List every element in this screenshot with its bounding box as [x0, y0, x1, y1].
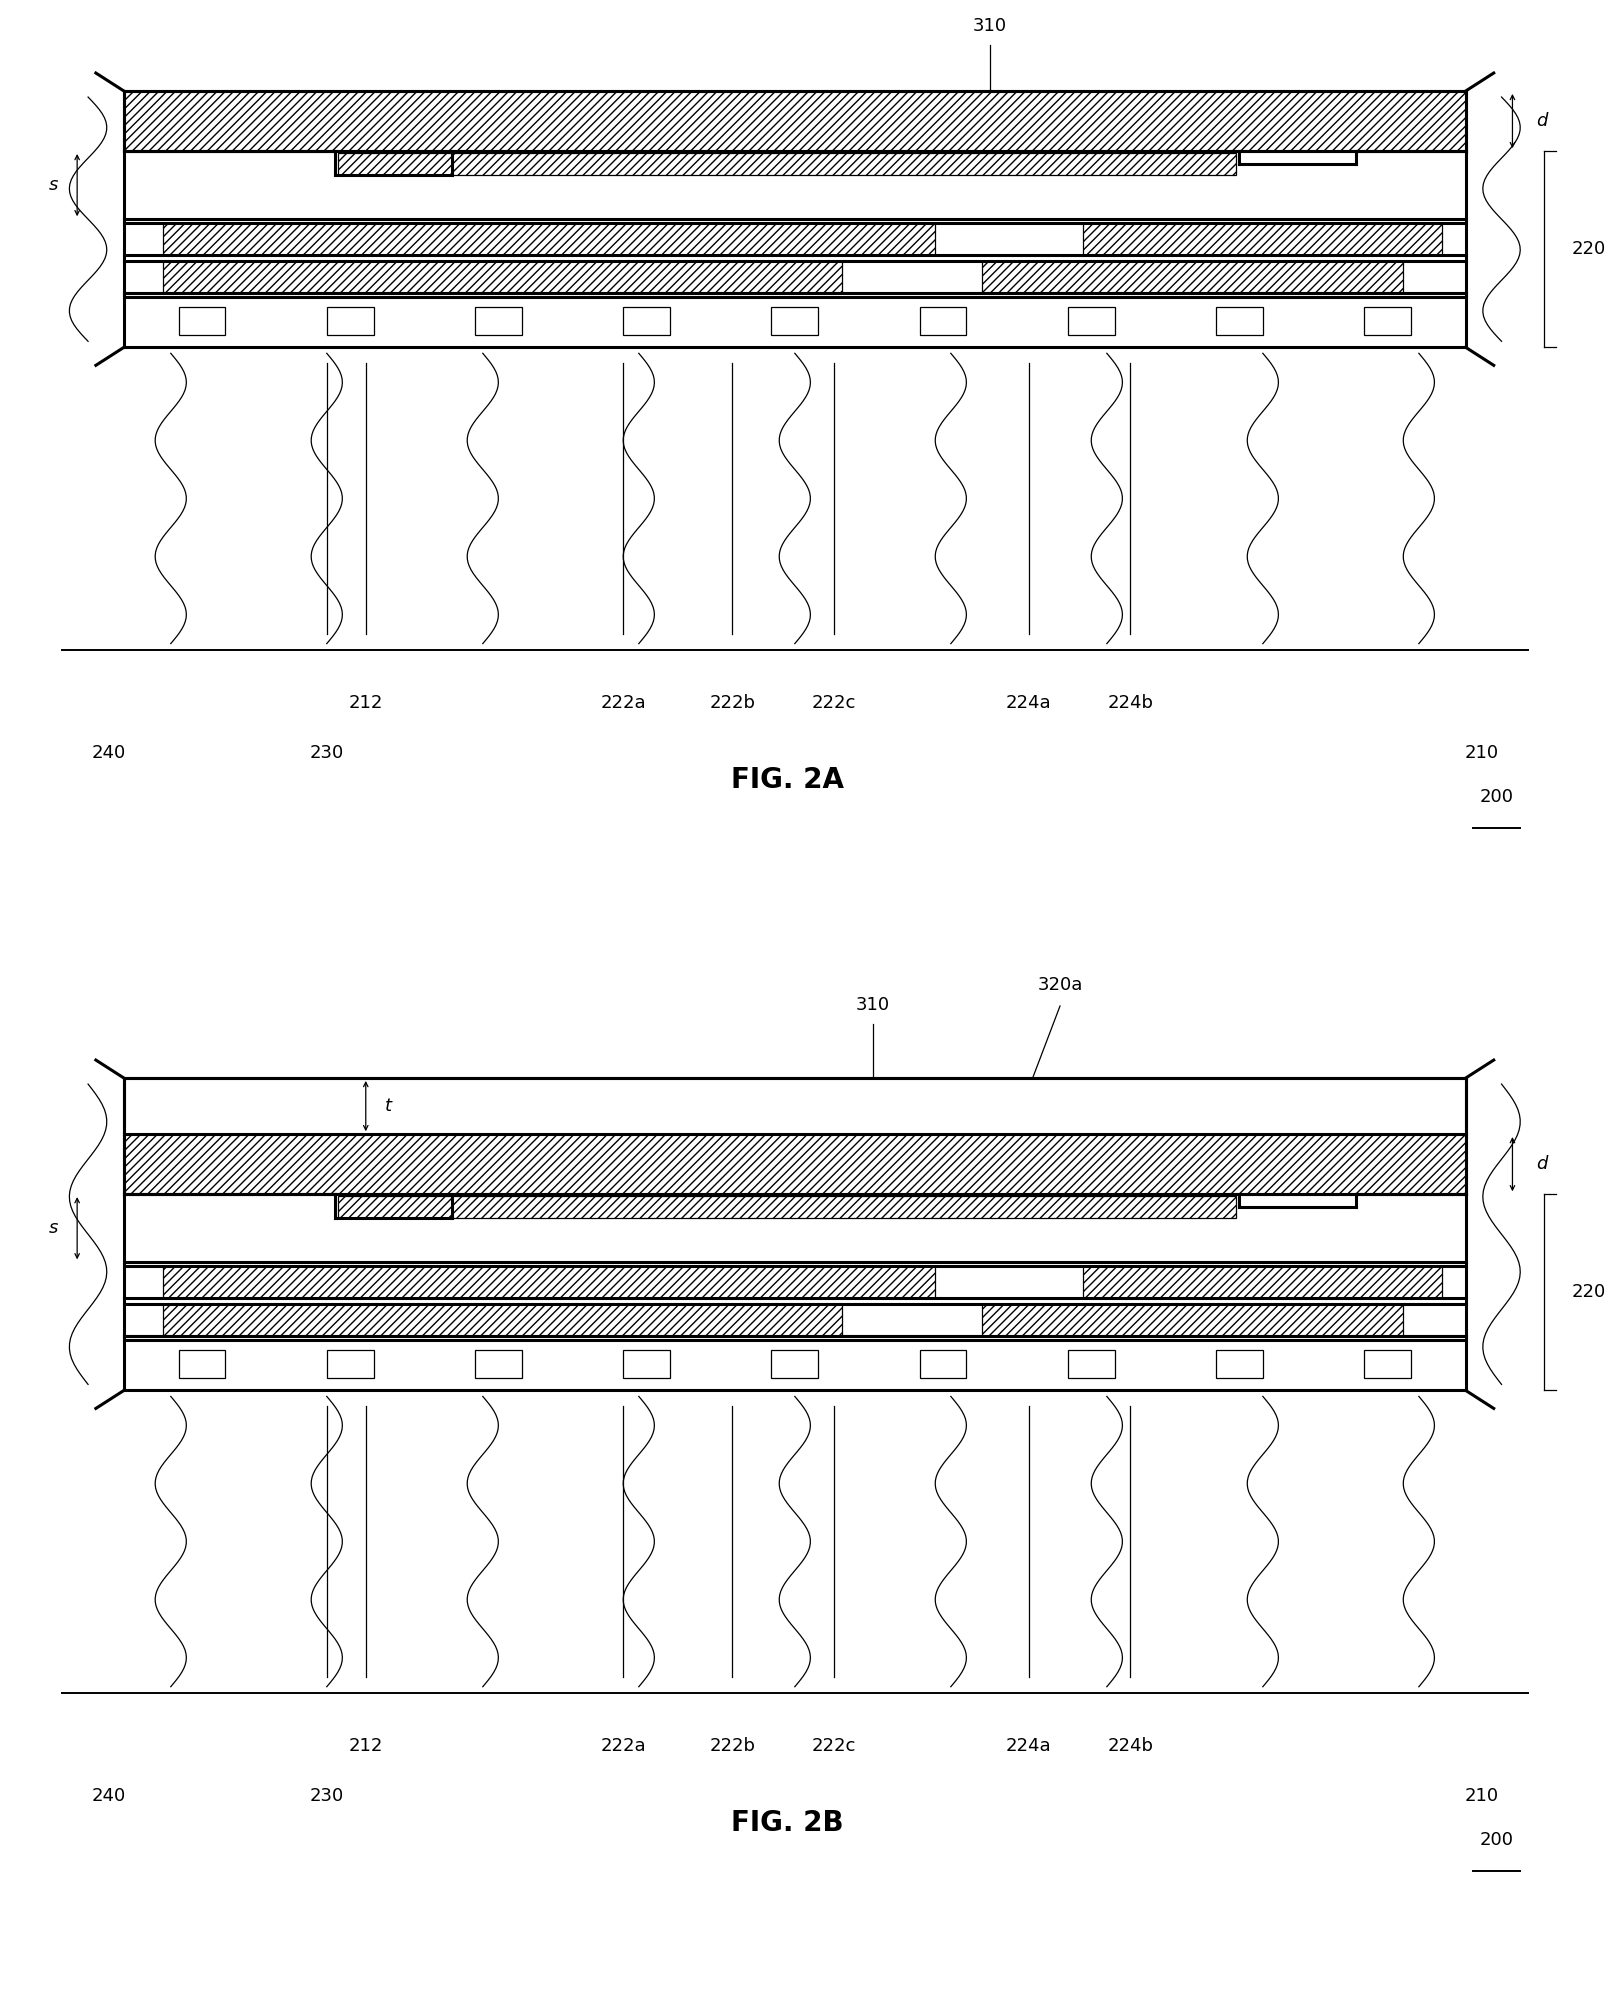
Bar: [919, 1351, 967, 1379]
Bar: [163, 1266, 935, 1298]
Text: t: t: [385, 1097, 392, 1115]
Bar: [1067, 1351, 1114, 1379]
Text: 224b: 224b: [1107, 694, 1153, 712]
Text: 210: 210: [1464, 744, 1498, 762]
Bar: [124, 91, 1465, 151]
Text: FIG. 2B: FIG. 2B: [730, 1808, 843, 1837]
Text: 222c: 222c: [811, 1736, 856, 1754]
Bar: [1364, 1351, 1410, 1379]
Bar: [624, 1351, 671, 1379]
Text: 222b: 222b: [709, 694, 756, 712]
Bar: [476, 1351, 522, 1379]
Text: 230: 230: [310, 1786, 343, 1804]
Text: 224b: 224b: [1107, 1736, 1153, 1754]
Text: 222b: 222b: [709, 1736, 756, 1754]
Text: s: s: [48, 175, 58, 194]
Bar: [337, 153, 1236, 175]
Text: 222a: 222a: [600, 694, 646, 712]
Text: 224a: 224a: [1006, 694, 1051, 712]
Bar: [179, 1351, 226, 1379]
Text: 212: 212: [348, 694, 384, 712]
Bar: [163, 262, 841, 292]
Text: 222c: 222c: [811, 694, 856, 712]
Bar: [1364, 306, 1410, 335]
Bar: [1083, 1266, 1443, 1298]
Text: 210: 210: [1464, 1786, 1498, 1804]
Bar: [327, 306, 374, 335]
Text: FIG. 2A: FIG. 2A: [730, 766, 843, 794]
Text: 320a: 320a: [1038, 976, 1083, 994]
Bar: [982, 262, 1402, 292]
Bar: [124, 1079, 1465, 1135]
Bar: [163, 1304, 841, 1337]
Bar: [163, 224, 935, 256]
Bar: [919, 306, 967, 335]
Bar: [327, 1351, 374, 1379]
Text: s: s: [48, 1220, 58, 1238]
Bar: [982, 1304, 1402, 1337]
Text: d: d: [1536, 1155, 1548, 1173]
Text: 200: 200: [1480, 788, 1514, 806]
Bar: [337, 1195, 1236, 1218]
Bar: [179, 306, 226, 335]
Text: 310: 310: [856, 996, 890, 1014]
Text: 212: 212: [348, 1736, 384, 1754]
Bar: [772, 1351, 819, 1379]
Bar: [124, 1135, 1465, 1193]
Bar: [124, 1135, 1465, 1193]
Bar: [772, 306, 819, 335]
Bar: [1083, 224, 1443, 256]
Bar: [476, 306, 522, 335]
Bar: [624, 306, 671, 335]
Bar: [1215, 1351, 1262, 1379]
Bar: [1215, 306, 1262, 335]
Text: 224a: 224a: [1006, 1736, 1051, 1754]
Text: d: d: [1536, 113, 1548, 131]
Text: 220: 220: [1572, 1284, 1606, 1300]
Text: 220: 220: [1572, 240, 1606, 258]
Bar: [124, 91, 1465, 151]
Bar: [1067, 306, 1114, 335]
Text: 240: 240: [92, 1786, 126, 1804]
Text: 240: 240: [92, 744, 126, 762]
Text: 200: 200: [1480, 1831, 1514, 1849]
Text: 310: 310: [972, 16, 1008, 34]
Text: 230: 230: [310, 744, 343, 762]
Text: 222a: 222a: [600, 1736, 646, 1754]
